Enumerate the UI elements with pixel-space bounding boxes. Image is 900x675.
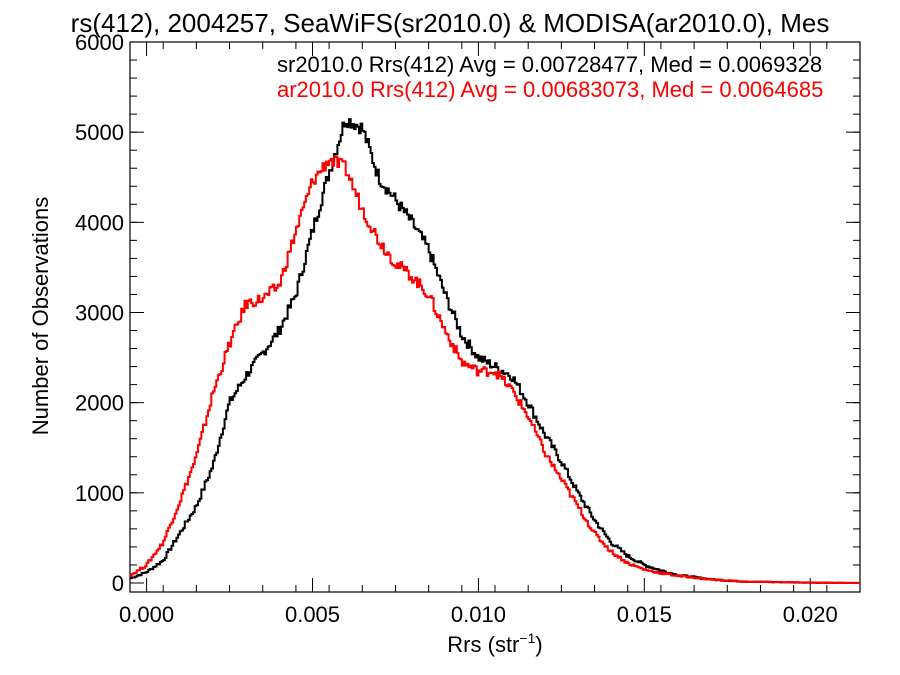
chart-title: rs(412), 2004257, SeaWiFS(sr2010.0) & MO… — [71, 8, 830, 38]
axes: 0.000 0.005 0.010 0.015 0.020 0 1000 2000 3000 40… — [75, 30, 861, 627]
x-tick-label: 0.005 — [285, 602, 340, 627]
x-tick-label: 0.000 — [119, 602, 174, 627]
y-tick-label: 1000 — [75, 481, 124, 506]
x-tick-label: 0.020 — [783, 602, 838, 627]
series-line-red — [130, 155, 860, 584]
y-axis-label: Number of Observations — [28, 197, 53, 435]
x-axis-label-close: ) — [535, 632, 542, 657]
series-layer — [130, 118, 860, 584]
x-tick-label: 0.015 — [617, 602, 672, 627]
legend-entry-red: ar2010.0 Rrs(412) Avg = 0.00683073, Med … — [277, 77, 823, 102]
series-line-black — [130, 118, 860, 584]
y-tick-label: 4000 — [75, 210, 124, 235]
y-tick-label: 6000 — [75, 30, 124, 55]
y-tick-label: 5000 — [75, 120, 124, 145]
y-tick-label: 0 — [112, 571, 124, 596]
plot-frame — [129, 41, 861, 593]
x-axis-label-main: Rrs (str — [447, 632, 519, 657]
x-axis-label: Rrs (str−1) — [447, 630, 542, 657]
y-tick-label: 3000 — [75, 300, 124, 325]
x-axis-label-superscript: −1 — [519, 630, 535, 646]
legend: sr2010.0 Rrs(412) Avg = 0.00728477, Med … — [277, 52, 823, 102]
y-tick-label: 2000 — [75, 391, 124, 416]
legend-entry-black: sr2010.0 Rrs(412) Avg = 0.00728477, Med … — [277, 52, 822, 77]
x-tick-label: 0.010 — [451, 602, 506, 627]
